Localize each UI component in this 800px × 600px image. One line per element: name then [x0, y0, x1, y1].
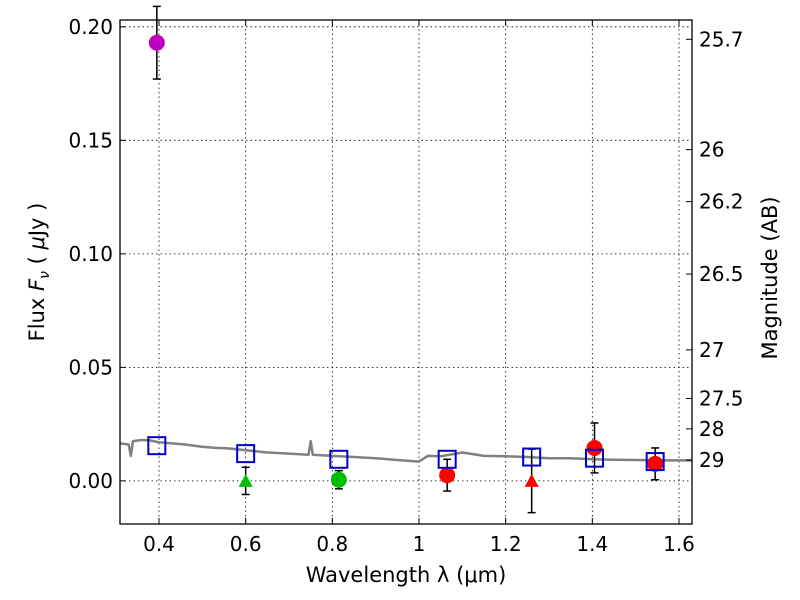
model-photometry-square	[437, 449, 457, 469]
x-tick-label: 0.8	[316, 532, 348, 556]
upper-limit-triangle	[524, 473, 539, 487]
right-axis-label: Magnitude (AB)	[758, 196, 782, 359]
magnitude-tick-label: 25.7	[699, 27, 744, 51]
y-axis-label-open: (	[25, 250, 49, 272]
magnitude-tick-label: 26.2	[699, 190, 744, 214]
y-tick-label: 0.05	[68, 355, 113, 379]
magnitude-tick-label: 29	[699, 448, 724, 472]
model-photometry-square	[522, 447, 542, 467]
magnitude-tick-label: 26.5	[699, 262, 744, 286]
model-photometry-square	[329, 449, 349, 469]
observed-point	[439, 467, 456, 484]
magnitude-tick-label: 26	[699, 138, 724, 162]
y-tick-label: 0.00	[68, 469, 113, 493]
magnitude-tick-label: 27.5	[699, 386, 744, 410]
magnitude-tick-label: 27	[699, 338, 724, 362]
x-tick-label: 1.2	[490, 532, 522, 556]
plot-frame	[119, 19, 693, 525]
x-tick-label: 0.6	[230, 532, 262, 556]
magnitude-tick-label: 28	[699, 417, 724, 441]
x-tick-label: 1.6	[663, 532, 695, 556]
y-axis-label-mu: μ	[25, 236, 49, 250]
x-tick-label: 1.4	[576, 532, 608, 556]
model-photometry-square	[236, 444, 256, 464]
model-photometry-square	[585, 448, 604, 468]
x-tick-label: 1	[413, 532, 426, 556]
y-axis-label: Flux Fν ( μJy )	[25, 203, 53, 342]
model-photometry-square	[147, 436, 167, 456]
observed-point	[148, 34, 165, 51]
y-tick-label: 0.20	[68, 15, 113, 39]
model-sed-line	[119, 438, 692, 463]
y-tick-label: 0.10	[68, 242, 113, 266]
model-sed-layer	[119, 438, 692, 463]
data-markers-layer	[147, 5, 665, 514]
axis-ticks: 0.4 0.6 0.8 1 1.2 1.4 1.6 0.00 0.05 0.10 0.15 0.20 2…	[68, 15, 743, 556]
y-tick-label: 0.15	[68, 128, 113, 152]
y-axis-label-prefix: Flux	[25, 291, 49, 341]
y-axis-label-symbol: F	[25, 278, 49, 291]
observed-point	[330, 471, 347, 488]
grid-lines	[120, 20, 692, 524]
observed-point	[647, 455, 664, 472]
upper-limit-triangle	[238, 473, 253, 487]
x-axis-label: Wavelength λ (μm)	[306, 563, 507, 587]
y-axis-label-subscript: ν	[37, 271, 53, 279]
model-photometry-square	[645, 452, 665, 472]
x-tick-label: 0.4	[143, 532, 175, 556]
y-axis-label-unit: Jy )	[25, 203, 49, 239]
observed-point	[586, 439, 603, 456]
